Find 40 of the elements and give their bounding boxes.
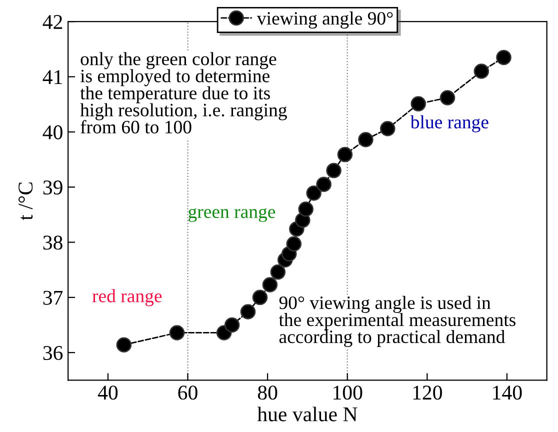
point	[262, 277, 278, 292]
point	[252, 290, 268, 306]
y-tick-label: 42	[42, 15, 62, 29]
point	[337, 146, 353, 162]
point	[116, 337, 132, 352]
legend-label: viewing angle 90°	[256, 12, 393, 29]
point	[358, 132, 374, 148]
x-tick-label: 60	[178, 386, 198, 400]
annotation: blue range	[410, 115, 488, 132]
x-tick-label: 140	[493, 386, 522, 400]
annotation: red range	[92, 289, 162, 306]
annotation: 90° viewing angle is used in the experimental measurements according to practical demand	[278, 296, 516, 348]
y-tick-label: 36	[43, 346, 63, 360]
point	[306, 186, 322, 201]
x-tick-label: 40	[98, 386, 118, 400]
y-axis-title: t /°C	[18, 182, 33, 220]
point	[474, 64, 490, 79]
y-tick-label: 37	[43, 290, 63, 305]
x-axis-title: hue value N	[257, 406, 358, 422]
annotation: green range	[188, 208, 276, 222]
y-tick-label: 41	[42, 70, 62, 84]
point	[326, 162, 342, 178]
point	[410, 96, 426, 112]
point	[224, 317, 240, 333]
annotation: only the green color range is employed to determine the temperature due to its high resolution, i.e. ranging from 60 to 100	[80, 52, 287, 134]
point	[316, 176, 332, 192]
x-tick-label: 100	[334, 386, 362, 400]
point	[298, 202, 314, 217]
point	[240, 304, 256, 320]
point	[169, 325, 185, 340]
point	[270, 264, 286, 280]
x-tick-label: 120	[413, 386, 442, 400]
point	[440, 90, 456, 106]
x-tick-label: 80	[258, 386, 278, 400]
point	[286, 236, 302, 252]
point	[380, 120, 396, 136]
y-tick-label: 39	[43, 180, 62, 195]
y-tick-label: 38	[43, 236, 62, 250]
point	[496, 50, 512, 66]
y-tick-label: 40	[42, 125, 62, 140]
